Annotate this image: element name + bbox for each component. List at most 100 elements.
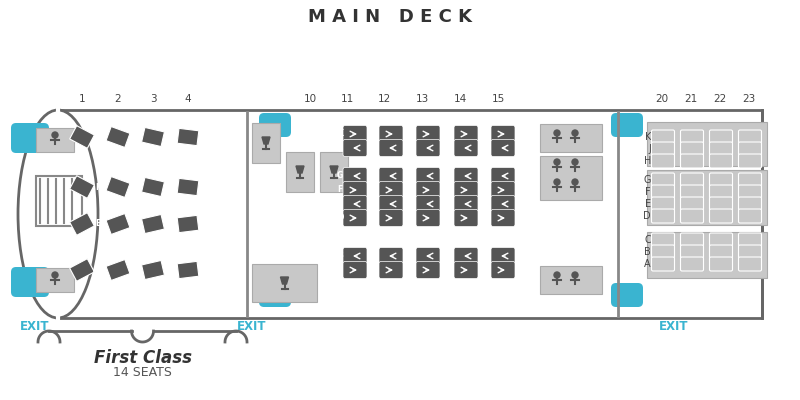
Text: 13: 13 — [415, 94, 429, 104]
Text: E: E — [95, 220, 101, 228]
Text: 11: 11 — [340, 94, 354, 104]
Circle shape — [554, 159, 560, 165]
FancyBboxPatch shape — [491, 140, 515, 156]
Text: 15: 15 — [491, 94, 505, 104]
Polygon shape — [106, 176, 130, 198]
FancyBboxPatch shape — [681, 185, 703, 199]
FancyBboxPatch shape — [491, 262, 515, 278]
FancyBboxPatch shape — [454, 140, 478, 156]
Bar — [320, 152, 348, 192]
FancyBboxPatch shape — [710, 130, 733, 144]
FancyBboxPatch shape — [738, 257, 762, 271]
FancyBboxPatch shape — [343, 182, 367, 198]
FancyBboxPatch shape — [259, 113, 291, 137]
Bar — [647, 122, 767, 166]
FancyBboxPatch shape — [379, 262, 403, 278]
Text: A: A — [337, 266, 343, 274]
FancyBboxPatch shape — [454, 182, 478, 198]
Text: 14: 14 — [454, 94, 466, 104]
FancyBboxPatch shape — [651, 130, 674, 144]
FancyBboxPatch shape — [651, 185, 674, 199]
Polygon shape — [142, 178, 165, 196]
FancyBboxPatch shape — [738, 130, 762, 144]
Bar — [286, 152, 314, 192]
Circle shape — [554, 179, 560, 185]
FancyBboxPatch shape — [738, 233, 762, 247]
FancyBboxPatch shape — [343, 248, 367, 264]
FancyBboxPatch shape — [710, 233, 733, 247]
Text: B: B — [644, 247, 651, 257]
Text: E: E — [645, 199, 651, 209]
FancyBboxPatch shape — [416, 182, 440, 198]
Text: EXIT: EXIT — [238, 320, 266, 334]
Text: F: F — [646, 187, 651, 197]
FancyBboxPatch shape — [416, 210, 440, 226]
FancyBboxPatch shape — [379, 168, 403, 184]
FancyBboxPatch shape — [58, 110, 762, 318]
FancyBboxPatch shape — [681, 233, 703, 247]
Bar — [252, 264, 317, 302]
FancyBboxPatch shape — [738, 154, 762, 168]
Text: B: B — [337, 252, 343, 260]
FancyBboxPatch shape — [379, 210, 403, 226]
FancyBboxPatch shape — [454, 210, 478, 226]
FancyBboxPatch shape — [651, 197, 674, 211]
Polygon shape — [106, 214, 130, 234]
FancyBboxPatch shape — [379, 248, 403, 264]
Polygon shape — [177, 128, 199, 146]
FancyBboxPatch shape — [681, 154, 703, 168]
FancyBboxPatch shape — [416, 248, 440, 264]
Polygon shape — [70, 176, 94, 198]
FancyBboxPatch shape — [491, 196, 515, 212]
FancyBboxPatch shape — [710, 245, 733, 259]
Text: G: G — [643, 175, 651, 185]
Polygon shape — [70, 126, 94, 148]
Polygon shape — [142, 214, 165, 234]
FancyBboxPatch shape — [343, 168, 367, 184]
FancyBboxPatch shape — [681, 130, 703, 144]
Bar — [540, 266, 602, 294]
FancyBboxPatch shape — [416, 126, 440, 142]
FancyBboxPatch shape — [651, 142, 674, 156]
Polygon shape — [262, 137, 270, 144]
Circle shape — [572, 159, 578, 165]
Bar — [647, 170, 767, 225]
Text: H: H — [644, 156, 651, 166]
Polygon shape — [177, 178, 199, 196]
FancyBboxPatch shape — [681, 197, 703, 211]
FancyBboxPatch shape — [454, 196, 478, 212]
Polygon shape — [106, 260, 130, 280]
Polygon shape — [142, 260, 165, 280]
Bar — [540, 156, 602, 200]
FancyBboxPatch shape — [611, 283, 643, 307]
Ellipse shape — [18, 110, 98, 318]
FancyBboxPatch shape — [454, 248, 478, 264]
Text: K: K — [93, 132, 99, 142]
FancyBboxPatch shape — [681, 142, 703, 156]
FancyBboxPatch shape — [454, 126, 478, 142]
FancyBboxPatch shape — [681, 245, 703, 259]
Text: J: J — [338, 144, 342, 152]
Polygon shape — [106, 126, 130, 148]
FancyBboxPatch shape — [416, 262, 440, 278]
FancyBboxPatch shape — [611, 113, 643, 137]
FancyBboxPatch shape — [738, 209, 762, 223]
FancyBboxPatch shape — [416, 196, 440, 212]
FancyBboxPatch shape — [681, 173, 703, 187]
Polygon shape — [281, 277, 289, 284]
Circle shape — [572, 130, 578, 136]
Text: 22: 22 — [714, 94, 726, 104]
FancyBboxPatch shape — [710, 173, 733, 187]
Text: A: A — [93, 266, 99, 274]
FancyBboxPatch shape — [11, 267, 49, 297]
Text: 1: 1 — [78, 94, 86, 104]
FancyBboxPatch shape — [681, 209, 703, 223]
FancyBboxPatch shape — [738, 173, 762, 187]
Text: 4: 4 — [185, 94, 191, 104]
FancyBboxPatch shape — [491, 248, 515, 264]
FancyBboxPatch shape — [710, 209, 733, 223]
Circle shape — [572, 179, 578, 185]
FancyBboxPatch shape — [651, 257, 674, 271]
Text: 10: 10 — [303, 94, 317, 104]
FancyBboxPatch shape — [11, 123, 49, 153]
